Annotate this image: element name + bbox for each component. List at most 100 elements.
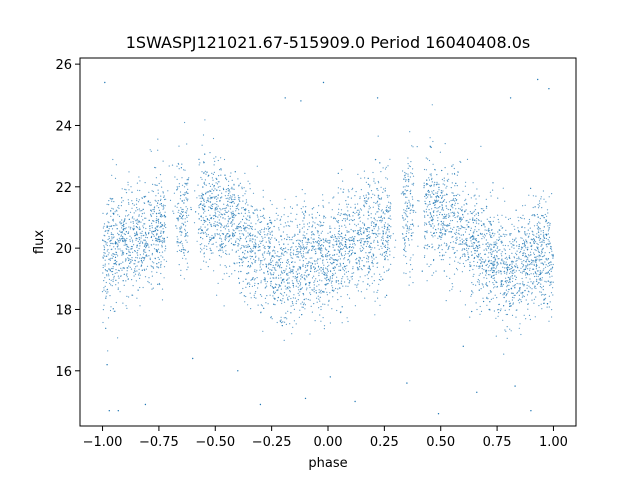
data-point <box>179 191 182 193</box>
data-point <box>341 248 343 250</box>
data-point <box>149 227 151 230</box>
data-point <box>180 195 182 197</box>
data-point <box>318 289 320 291</box>
data-point <box>208 241 210 243</box>
data-point <box>486 277 488 279</box>
data-point <box>513 240 516 242</box>
data-point <box>250 222 252 224</box>
data-point <box>325 217 327 219</box>
data-point <box>433 225 435 227</box>
data-point <box>475 240 477 242</box>
data-point <box>310 268 312 270</box>
data-point <box>401 233 404 235</box>
data-point <box>132 221 134 223</box>
data-point <box>225 207 227 209</box>
data-point <box>542 285 545 287</box>
data-point <box>378 205 380 207</box>
data-point <box>298 280 300 282</box>
data-point <box>292 276 294 278</box>
data-point <box>523 285 525 287</box>
data-point <box>328 239 330 241</box>
data-point <box>248 219 250 221</box>
data-point <box>510 276 512 278</box>
data-point <box>514 271 516 273</box>
data-point <box>385 240 387 242</box>
data-point <box>201 243 203 245</box>
data-point <box>438 183 440 185</box>
data-point <box>450 242 452 244</box>
data-point <box>439 151 441 153</box>
data-point <box>312 245 314 247</box>
data-point <box>270 223 273 225</box>
data-point <box>280 261 282 264</box>
data-point <box>220 238 222 240</box>
data-point <box>254 269 256 271</box>
data-point <box>203 162 205 164</box>
data-point <box>480 259 482 261</box>
data-point <box>180 240 182 242</box>
data-point <box>532 233 534 235</box>
data-point <box>475 220 477 222</box>
data-point <box>296 256 298 258</box>
data-point <box>108 200 110 202</box>
data-point <box>407 179 409 181</box>
data-point <box>363 195 365 197</box>
data-point <box>463 204 465 206</box>
data-point <box>483 261 485 263</box>
data-point <box>384 251 386 253</box>
data-point <box>145 245 148 247</box>
data-point <box>387 242 389 244</box>
data-point <box>310 237 312 239</box>
data-point <box>522 270 524 272</box>
data-point <box>549 264 551 266</box>
data-point <box>108 268 110 270</box>
data-point <box>311 234 313 236</box>
data-point <box>473 195 475 197</box>
data-point <box>480 220 482 222</box>
data-point <box>375 236 377 239</box>
data-point <box>214 225 217 228</box>
data-point <box>425 222 427 224</box>
data-point <box>120 267 122 269</box>
data-point <box>375 234 377 236</box>
data-point <box>160 272 162 275</box>
data-point <box>292 302 294 305</box>
data-point <box>234 270 236 272</box>
data-point <box>254 282 256 284</box>
data-point <box>218 250 220 252</box>
data-point <box>165 198 167 200</box>
data-point <box>224 236 226 238</box>
data-point <box>169 199 172 201</box>
data-point <box>185 206 187 208</box>
data-point <box>330 216 332 218</box>
data-point <box>155 228 157 230</box>
data-point <box>124 219 126 221</box>
data-point <box>406 225 408 227</box>
data-point <box>307 228 309 231</box>
data-point <box>504 272 506 274</box>
data-point <box>211 205 213 208</box>
data-point <box>318 224 320 226</box>
data-point <box>306 269 308 271</box>
data-point <box>157 219 159 221</box>
data-point <box>441 205 443 207</box>
data-point <box>474 238 476 240</box>
data-point <box>515 260 517 262</box>
data-point <box>520 299 522 301</box>
data-point <box>516 257 518 260</box>
data-point <box>548 222 550 224</box>
data-point <box>112 208 114 210</box>
data-point <box>291 280 293 282</box>
data-point <box>245 217 247 219</box>
data-point <box>411 268 413 270</box>
data-point <box>301 189 303 191</box>
data-point <box>137 201 140 203</box>
data-point <box>405 212 407 214</box>
data-point <box>266 285 268 287</box>
data-point <box>352 215 354 217</box>
data-point <box>238 223 240 225</box>
data-point <box>145 251 147 253</box>
data-point <box>272 260 274 262</box>
data-point <box>443 224 445 226</box>
data-point <box>301 242 303 244</box>
